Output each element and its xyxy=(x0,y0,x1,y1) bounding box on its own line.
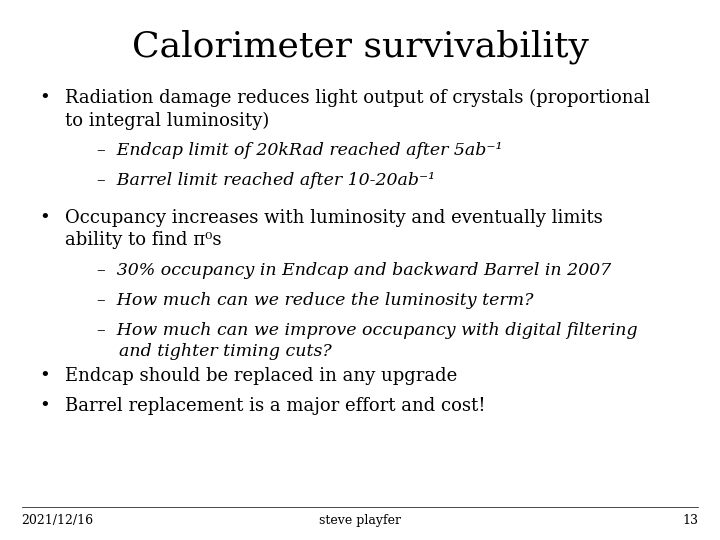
Text: Endcap should be replaced in any upgrade: Endcap should be replaced in any upgrade xyxy=(65,367,457,384)
Text: Barrel replacement is a major effort and cost!: Barrel replacement is a major effort and… xyxy=(65,397,485,415)
Text: –  How much can we improve occupancy with digital filtering
    and tighter timi: – How much can we improve occupancy with… xyxy=(97,322,638,360)
Text: 13: 13 xyxy=(683,514,698,527)
Text: steve playfer: steve playfer xyxy=(319,514,401,527)
Text: Radiation damage reduces light output of crystals (proportional
to integral lumi: Radiation damage reduces light output of… xyxy=(65,89,650,130)
Text: 2021/12/16: 2021/12/16 xyxy=(22,514,94,527)
Text: •: • xyxy=(40,397,50,415)
Text: Occupancy increases with luminosity and eventually limits
ability to find π⁰s: Occupancy increases with luminosity and … xyxy=(65,209,603,249)
Text: •: • xyxy=(40,367,50,384)
Text: –  Barrel limit reached after 10-20ab⁻¹: – Barrel limit reached after 10-20ab⁻¹ xyxy=(97,172,436,189)
Text: •: • xyxy=(40,89,50,107)
Text: –  Endcap limit of 20kRad reached after 5ab⁻¹: – Endcap limit of 20kRad reached after 5… xyxy=(97,142,503,159)
Text: –  How much can we reduce the luminosity term?: – How much can we reduce the luminosity … xyxy=(97,292,534,309)
Text: •: • xyxy=(40,209,50,227)
Text: –  30% occupancy in Endcap and backward Barrel in 2007: – 30% occupancy in Endcap and backward B… xyxy=(97,262,611,279)
Text: Calorimeter survivability: Calorimeter survivability xyxy=(132,30,588,64)
